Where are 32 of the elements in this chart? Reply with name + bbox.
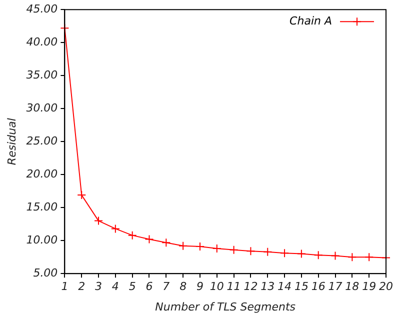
legend-label: Chain A — [290, 14, 332, 28]
x-tick-label: 12 — [244, 280, 258, 294]
x-tick-label: 16 — [311, 280, 326, 294]
x-tick-label: 20 — [379, 280, 393, 294]
x-tick-label: 4 — [112, 280, 119, 294]
x-tick-label: 9 — [196, 280, 204, 294]
x-tick-label: 7 — [162, 280, 170, 294]
x-tick-label: 19 — [362, 280, 376, 294]
y-tick-label: 40.00 — [26, 35, 58, 48]
x-tick-label: 8 — [180, 280, 187, 294]
y-tick-label: 30.00 — [26, 101, 58, 114]
y-axis-title: Residual — [5, 118, 18, 166]
x-tick-label: 17 — [328, 280, 342, 294]
y-tick-label: 5.00 — [33, 266, 58, 280]
y-tick-label: 25.00 — [26, 134, 58, 148]
x-axis-title: Number of TLS Segments — [155, 300, 296, 314]
x-tick-label: 2 — [78, 280, 86, 294]
x-tick-label: 11 — [226, 280, 241, 294]
y-tick-label: 45.00 — [26, 2, 58, 16]
y-tick-label: 35.00 — [26, 68, 58, 82]
x-tick-label: 3 — [95, 280, 102, 294]
y-tick-label: 10.00 — [26, 233, 58, 246]
x-tick-label: 5 — [128, 280, 136, 294]
x-tick-label: 1 — [61, 280, 68, 294]
x-tick-label: 14 — [278, 280, 292, 294]
x-tick-label: 18 — [345, 280, 360, 294]
x-tick-label: 15 — [294, 280, 308, 294]
x-tick-label: 6 — [146, 280, 153, 294]
x-tick-label: 10 — [210, 280, 224, 294]
x-tick-label: 13 — [260, 280, 275, 294]
y-tick-label: 15.00 — [26, 200, 58, 214]
y-tick-label: 20.00 — [26, 167, 58, 180]
